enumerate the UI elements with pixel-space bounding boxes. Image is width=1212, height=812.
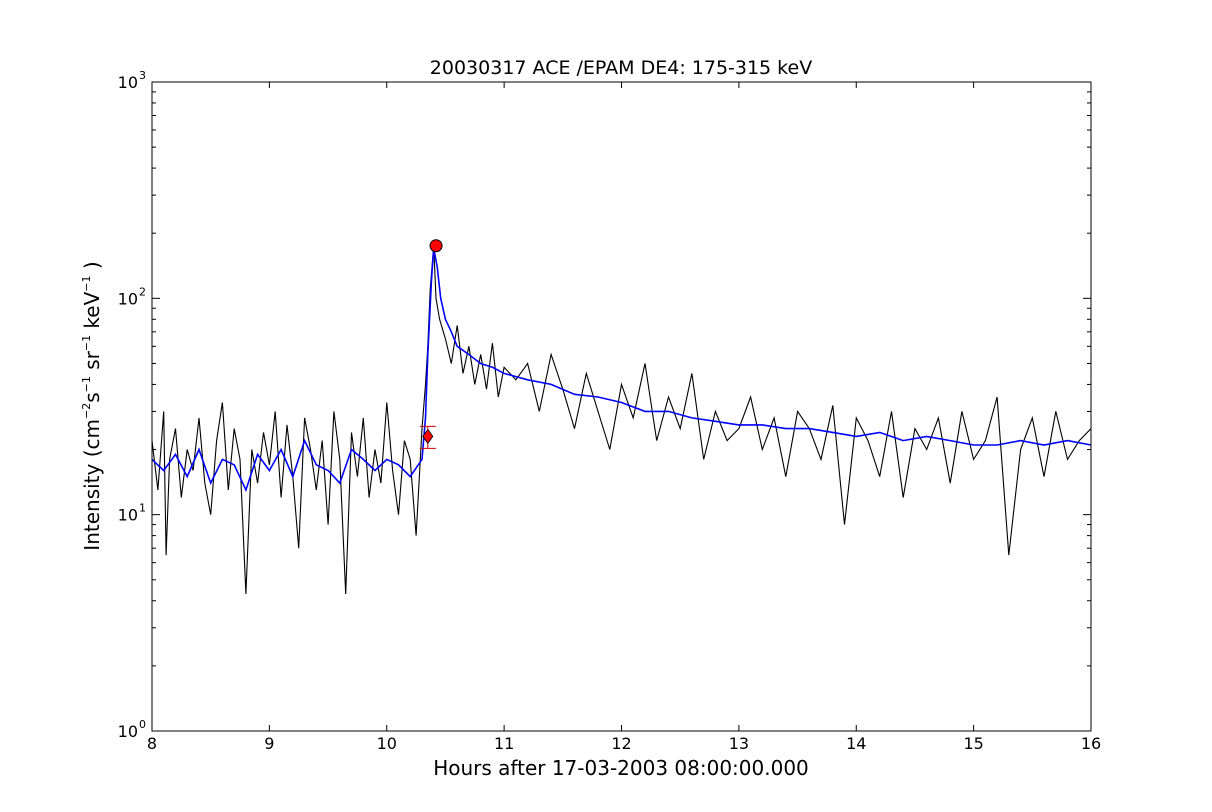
- y-label-exp2: −1: [80, 376, 93, 392]
- y-tick-exponent: 0: [139, 718, 146, 731]
- marker-layer: [419, 239, 443, 449]
- x-tick-label: 8: [147, 734, 157, 753]
- x-tick-label: 13: [729, 734, 749, 753]
- x-tick-label: 16: [1081, 734, 1101, 753]
- chart-title: 20030317 ACE /EPAM DE4: 175-315 keV: [430, 57, 812, 79]
- series-line-raw: [151, 245, 1092, 595]
- x-tick-label: 9: [264, 734, 274, 753]
- x-axis: 8 9 10 11 12 13 14 15 16: [147, 82, 1101, 753]
- x-tick-label: 12: [611, 734, 631, 753]
- y-tick-label: 10: [118, 722, 138, 741]
- y-tick-exponent: 2: [139, 285, 146, 298]
- y-label-prefix: Intensity (cm: [80, 419, 104, 551]
- y-label-kev: keV: [80, 291, 104, 335]
- y-tick-label: 10: [118, 506, 138, 525]
- series-line-smoothed: [151, 248, 1092, 493]
- onset-marker: [422, 428, 434, 445]
- series-layer: [151, 245, 1092, 595]
- x-tick-label: 11: [494, 734, 514, 753]
- x-tick-label: 10: [377, 734, 397, 753]
- plot-frame: [151, 81, 1092, 732]
- y-tick-label: 10: [118, 73, 138, 92]
- y-tick-exponent: 3: [139, 69, 146, 82]
- x-tick-label: 14: [846, 734, 866, 753]
- y-label-exp1: −2: [80, 403, 93, 419]
- x-axis-label: Hours after 17-03-2003 08:00:00.000: [433, 756, 809, 780]
- peak-marker: [429, 239, 443, 253]
- y-label-sr: sr: [80, 350, 104, 376]
- y-tick-label: 10: [118, 289, 138, 308]
- y-label-exp4: −1: [80, 275, 93, 291]
- y-label-exp3: −1: [80, 335, 93, 351]
- y-tick-exponent: 1: [139, 502, 146, 515]
- y-label-suffix: ): [80, 261, 104, 275]
- y-label-s: s: [80, 392, 104, 402]
- x-tick-label: 15: [963, 734, 983, 753]
- y-axis-label: Intensity (cm−2s−1 sr−1 keV−1 ): [80, 261, 104, 550]
